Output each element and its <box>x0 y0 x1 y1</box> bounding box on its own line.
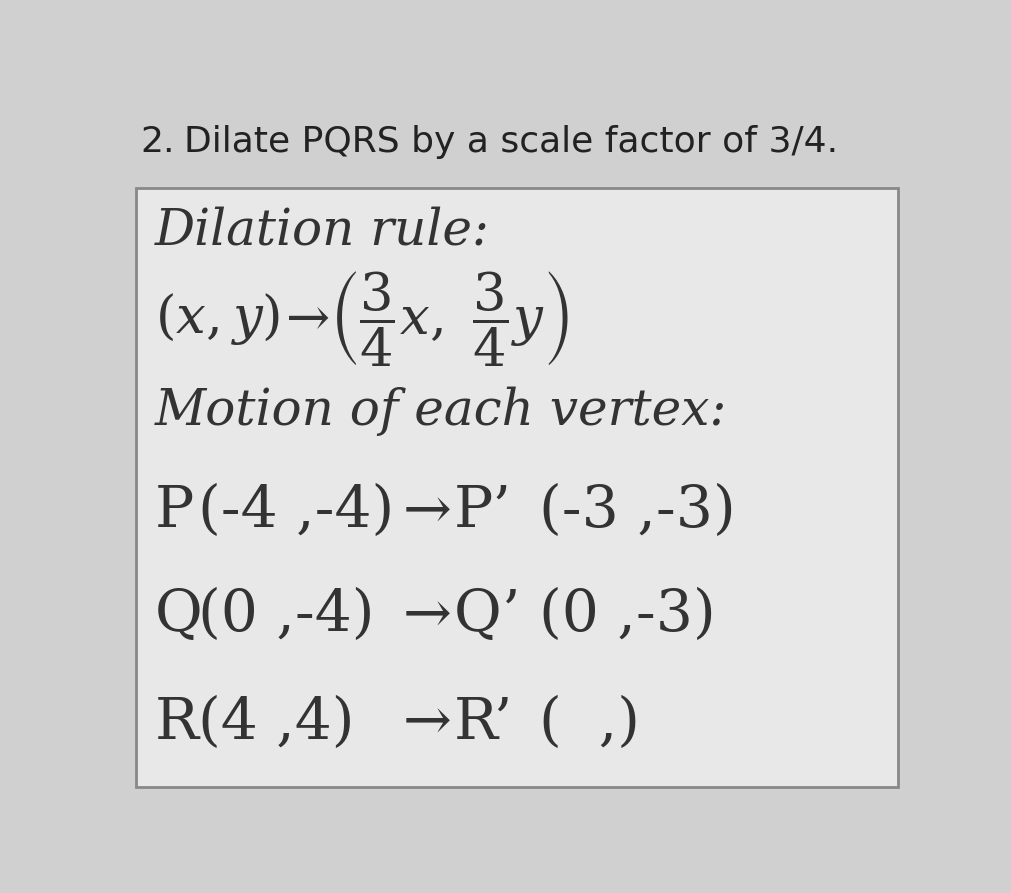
Text: Dilation rule:: Dilation rule: <box>155 205 490 255</box>
Text: R: R <box>155 695 199 751</box>
Text: 2.: 2. <box>141 125 175 159</box>
FancyBboxPatch shape <box>135 188 899 787</box>
Text: (  ,): ( ,) <box>539 695 640 751</box>
Text: Q’: Q’ <box>453 588 521 643</box>
Text: Q: Q <box>155 588 203 643</box>
Text: (0 ,-4): (0 ,-4) <box>198 588 374 643</box>
Text: R’: R’ <box>453 695 513 751</box>
Text: P’: P’ <box>453 483 512 539</box>
Text: (0 ,-3): (0 ,-3) <box>539 588 716 643</box>
Text: $\rightarrow$: $\rightarrow$ <box>275 294 330 345</box>
Text: (-3 ,-3): (-3 ,-3) <box>539 483 735 539</box>
Text: Motion of each vertex:: Motion of each vertex: <box>155 387 728 436</box>
Text: →: → <box>403 483 452 539</box>
Text: Dilate PQRS by a scale factor of 3/4.: Dilate PQRS by a scale factor of 3/4. <box>184 125 839 159</box>
Text: P: P <box>155 483 194 539</box>
Text: (-4 ,-4): (-4 ,-4) <box>198 483 394 539</box>
Text: (4 ,4): (4 ,4) <box>198 695 354 751</box>
Text: →: → <box>403 695 452 751</box>
Text: →: → <box>403 588 452 643</box>
Text: $\left(\dfrac{3}{4}x,\ \dfrac{3}{4}y\right)$: $\left(\dfrac{3}{4}x,\ \dfrac{3}{4}y\rig… <box>330 269 569 369</box>
Text: $(x,y)$: $(x,y)$ <box>155 291 280 346</box>
